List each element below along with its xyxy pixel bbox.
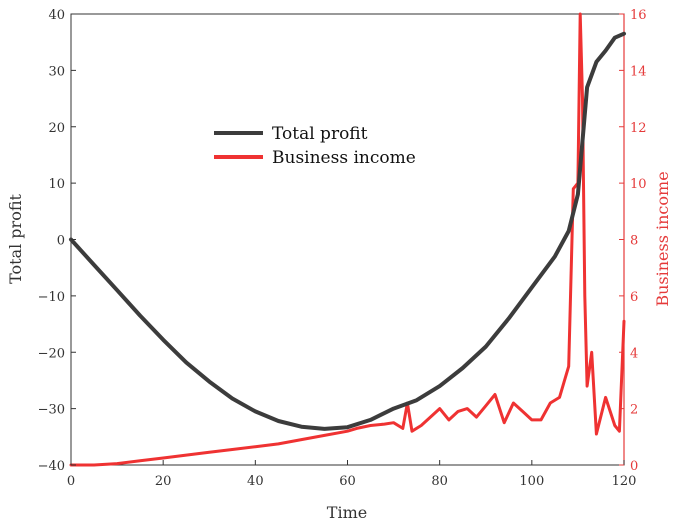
y-right-tick-label: 12 (630, 121, 647, 136)
y-axis-left-title: Total profit (6, 194, 25, 284)
tick-layer: 0 20 40 60 80 100 120403020100−10−20−30−401614… (38, 8, 647, 489)
y-left-tick-label: 30 (48, 64, 65, 79)
y-left-tick-label: 0 (57, 234, 65, 249)
y-right-tick-label: 8 (630, 234, 638, 249)
y-left-tick-label: 20 (48, 121, 65, 136)
x-tick-label: 80 (431, 474, 448, 489)
y-left-tick-label: −40 (38, 459, 65, 474)
y-right-tick-label: 4 (630, 346, 638, 361)
y-right-tick-label: 10 (630, 177, 647, 192)
y-right-tick-label: 2 (630, 403, 638, 418)
legend-label-business-income: Business income (272, 148, 416, 168)
x-tick-label: 120 (612, 474, 637, 489)
y-right-tick-label: 6 (630, 290, 638, 305)
plot-frame (70, 13, 625, 466)
y-right-tick-label: 0 (630, 459, 638, 474)
y-left-tick-label: 40 (48, 8, 65, 23)
plot-area-border (70, 13, 625, 466)
y-axis-right-title: Business income (653, 171, 672, 306)
y-right-tick-label: 14 (630, 64, 647, 79)
series-layer (69, 12, 626, 467)
x-tick-label: 100 (519, 474, 544, 489)
y-left-tick-label: 10 (48, 177, 65, 192)
series-line-business-income (69, 12, 626, 467)
y-left-tick-label: −20 (38, 346, 65, 361)
x-tick-label: 20 (155, 474, 172, 489)
legend-label-total-profit: Total profit (272, 124, 368, 144)
y-left-tick-label: −10 (38, 290, 65, 305)
legend: Total profit Business income (214, 124, 416, 168)
x-axis-title: Time (327, 503, 367, 522)
y-right-tick-label: 16 (630, 8, 647, 23)
x-tick-label: 60 (339, 474, 356, 489)
series-line-total-profit (69, 31, 626, 431)
x-tick-label: 40 (247, 474, 264, 489)
x-tick-label: 0 (67, 474, 75, 489)
y-left-tick-label: −30 (38, 403, 65, 418)
